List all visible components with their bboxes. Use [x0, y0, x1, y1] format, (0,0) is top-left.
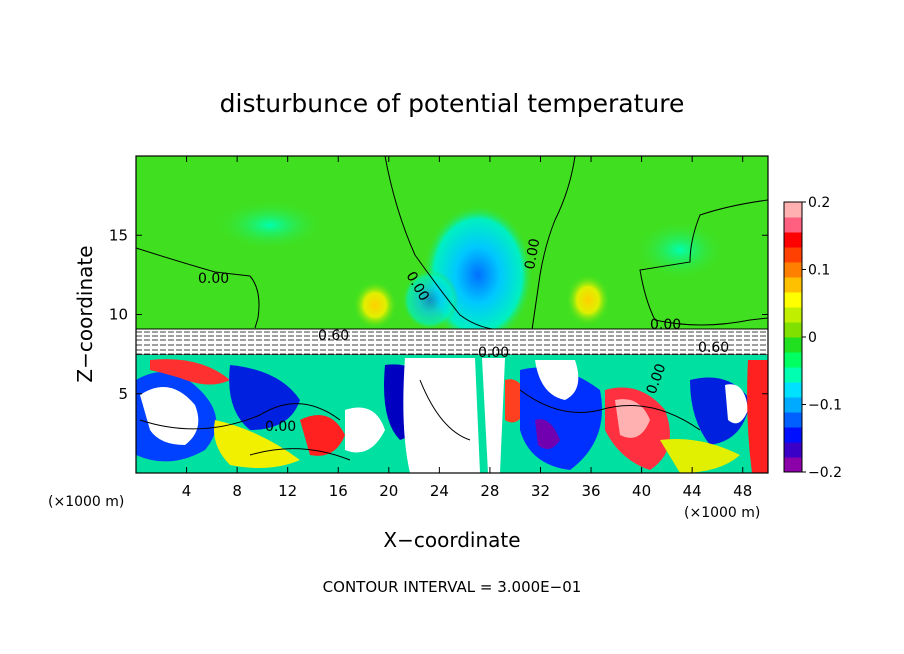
colorbar-segment — [784, 382, 802, 398]
colorbar-segment — [784, 412, 802, 428]
contour-line — [136, 247, 260, 329]
colorbar-tick-label: −0.2 — [808, 465, 842, 481]
colorbar-segment — [784, 367, 802, 383]
turbulence-red-1 — [150, 359, 230, 385]
x-tick-label: 28 — [480, 482, 499, 500]
turbulence-yellow-1 — [214, 420, 300, 469]
turbulence-blue-2 — [229, 365, 300, 430]
y-axis-label: Z−coordinate — [73, 245, 97, 382]
turbulence-white-plume — [482, 358, 505, 473]
chart-title: disturbunce of potential temperature — [220, 89, 685, 118]
turbulence-white-4 — [535, 360, 579, 400]
field-plot — [136, 156, 768, 473]
x-unit-left: (×1000 m) — [48, 494, 124, 510]
contour-label: 0.00 — [522, 237, 543, 270]
colorbar-tick-label: 0.2 — [808, 195, 830, 211]
upper-anomaly-cyan-left — [402, 270, 458, 330]
turbulence-red-5 — [747, 360, 768, 473]
colorbar-segment — [784, 202, 802, 218]
colorbar-segment — [784, 307, 802, 323]
upper-anomaly-yellow-right — [566, 274, 610, 326]
y-tick-label: 15 — [109, 226, 128, 244]
turbulence-yellow-2 — [660, 439, 740, 473]
contour-label: 0.00 — [198, 271, 229, 287]
colorbar-segment — [784, 217, 802, 233]
contour-label: 0.60 — [698, 340, 729, 356]
x-unit-right: (×1000 m) — [684, 505, 760, 521]
turbulence-white-5 — [615, 399, 650, 438]
y-tick-label: 5 — [118, 385, 128, 403]
turbulence-white-3 — [403, 358, 480, 473]
colorbar-segment — [784, 292, 802, 308]
colorbar: 0.2 0.1 0 −0.1 −0.2 — [783, 195, 842, 481]
colorbar-segment — [784, 232, 802, 248]
x-tick-label: 24 — [430, 482, 449, 500]
contour-label: 0.00 — [650, 317, 681, 333]
colorbar-segment — [784, 247, 802, 263]
upper-anomaly-lightcyan-1 — [215, 200, 325, 250]
x-tick-label: 48 — [733, 482, 752, 500]
x-tick-label: 16 — [329, 482, 348, 500]
colorbar-tick-label: 0 — [808, 330, 817, 346]
stable-layer-lines — [136, 331, 768, 355]
upper-anomaly-lightcyan-2 — [635, 220, 725, 280]
turbulence-white-2 — [345, 407, 385, 453]
contour-label: 0.00 — [265, 419, 296, 435]
turbulence-white-1 — [140, 387, 199, 445]
colorbar-segment — [784, 427, 802, 443]
y-tick-label: 10 — [109, 306, 128, 324]
contour-interval-footer: CONTOUR INTERVAL = 3.000E−01 — [323, 578, 582, 596]
x-tick-label: 12 — [278, 482, 297, 500]
x-axis-label: X−coordinate — [383, 528, 520, 552]
turbulence-red-2 — [300, 415, 345, 456]
turbulence-purple-1 — [535, 419, 560, 449]
stable-layer — [136, 329, 768, 355]
x-tick-label: 4 — [182, 482, 192, 500]
colorbar-segment — [784, 442, 802, 458]
contour-line — [384, 156, 506, 331]
colorbar-tick-label: 0.1 — [808, 263, 830, 279]
colorbar-segment — [784, 352, 802, 368]
contour-line — [531, 156, 576, 331]
x-tick-label: 8 — [232, 482, 242, 500]
turbulence-white-6 — [725, 384, 748, 424]
colorbar-segment — [784, 337, 802, 353]
contour-label: 0.60 — [318, 328, 349, 344]
x-tick-label: 40 — [632, 482, 651, 500]
turbulence-contours — [139, 379, 701, 461]
colorbar-tick-label: −0.1 — [808, 398, 842, 414]
colorbar-segment — [784, 397, 802, 413]
x-tick-label: 44 — [683, 482, 702, 500]
colorbar-segment — [784, 262, 802, 278]
contour-line — [639, 199, 768, 326]
colorbar-segment — [784, 322, 802, 338]
x-tick-label: 20 — [379, 482, 398, 500]
x-tick-label: 32 — [531, 482, 550, 500]
contour-label: 0.00 — [478, 345, 509, 361]
x-tick-label: 36 — [581, 482, 600, 500]
colorbar-segment — [784, 277, 802, 293]
colorbar-segment — [784, 457, 802, 473]
upper-anomaly-yellow-left — [353, 281, 397, 329]
